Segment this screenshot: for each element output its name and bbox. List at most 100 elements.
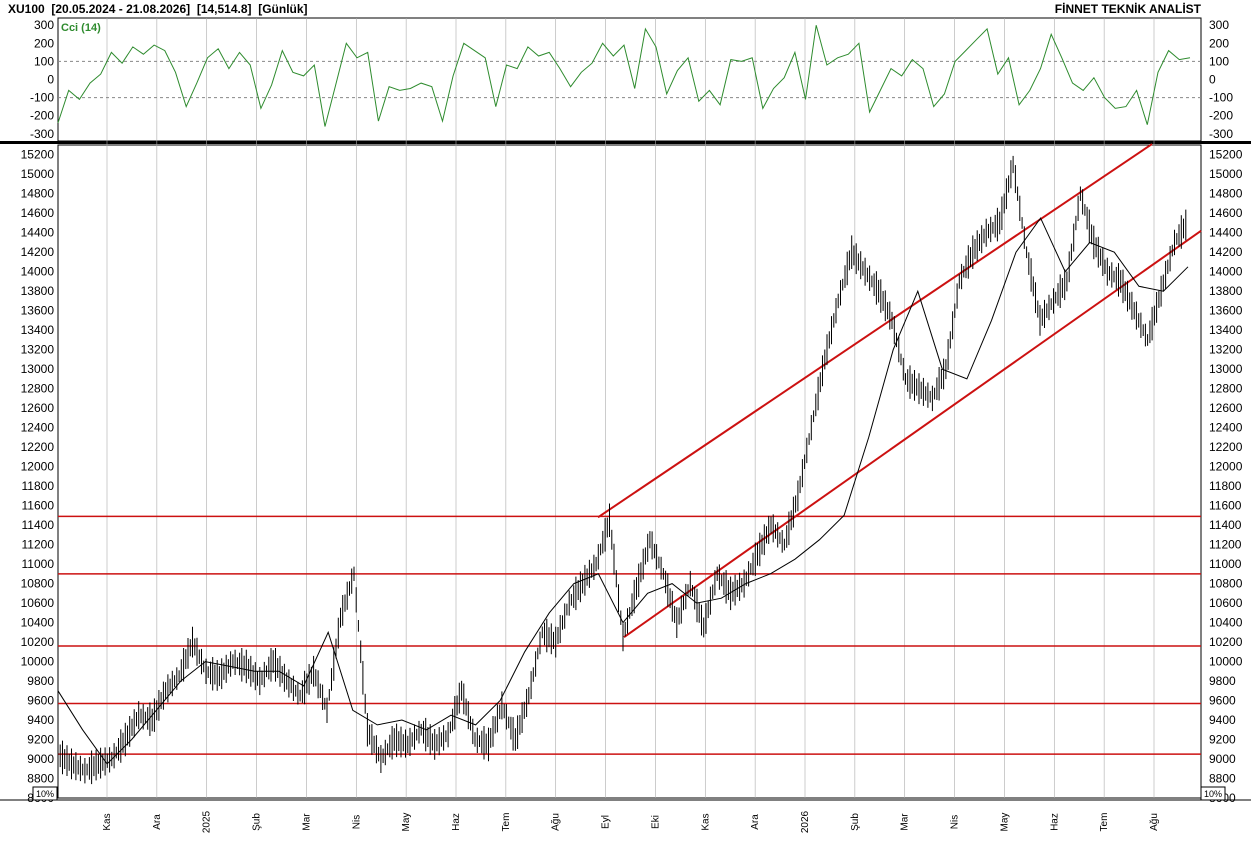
price-tick-right: 14200 <box>1209 245 1243 259</box>
scale-box-left-label: 10% <box>36 789 54 799</box>
scale-box-right-label: 10% <box>1204 789 1222 799</box>
cci-tick-right: 300 <box>1209 18 1229 32</box>
cci-tick-right: 100 <box>1209 54 1229 68</box>
price-tick-left: 13400 <box>21 323 55 337</box>
x-tick-label: Şub <box>850 813 861 831</box>
price-tick-left: 15000 <box>21 167 55 181</box>
cci-panel-frame <box>57 17 1202 142</box>
header-left: XU100 [20.05.2024 - 21.08.2026] [14,514.… <box>8 2 308 16</box>
cci-reference-lines <box>58 60 1201 99</box>
price-tick-right: 10400 <box>1209 616 1243 630</box>
price-tick-left: 13800 <box>21 284 55 298</box>
price-tick-left: 11600 <box>22 499 55 513</box>
period-label: [Günlük] <box>258 2 308 16</box>
price-tick-left: 12200 <box>21 440 55 454</box>
x-tick-label: Ağu <box>551 813 562 831</box>
price-tick-left: 9400 <box>27 713 54 727</box>
x-tick-label: Şub <box>252 813 263 831</box>
price-tick-right: 15000 <box>1209 167 1243 181</box>
price-tick-right: 13400 <box>1209 323 1243 337</box>
price-tick-left: 14600 <box>21 206 55 220</box>
x-axis-ticks: Kas Ara 2025 Şub Mar Nis May Haz Tem Ağu Eyl Eki Kas… <box>102 810 1160 833</box>
cci-tick-right: 200 <box>1209 36 1229 50</box>
chart-frame <box>0 17 1251 801</box>
price-tick-left: 13600 <box>21 304 55 318</box>
price-tick-right: 9000 <box>1209 752 1236 766</box>
cci-tick-left: 0 <box>47 73 54 87</box>
trend-channel <box>597 143 1202 639</box>
price-tick-left: 11800 <box>22 479 55 493</box>
cci-tick-left: -100 <box>30 91 54 105</box>
price-tick-right: 10200 <box>1209 635 1243 649</box>
price-tick-right: 10000 <box>1209 655 1243 669</box>
price-tick-right: 11000 <box>1209 557 1242 571</box>
cci-tick-right: -100 <box>1209 91 1233 105</box>
price-tick-right: 12000 <box>1209 460 1243 474</box>
price-tick-right: 10800 <box>1209 577 1243 591</box>
moving-average <box>57 217 1189 765</box>
price-tick-right: 11400 <box>1209 518 1242 532</box>
x-tick-label: Mar <box>301 813 312 831</box>
price-tick-right: 9400 <box>1209 713 1236 727</box>
price-tick-right: 8800 <box>1209 772 1236 786</box>
price-tick-left: 14000 <box>21 265 55 279</box>
price-tick-right: 9600 <box>1209 694 1236 708</box>
price-tick-left: 9000 <box>27 752 54 766</box>
price-tick-right: 15200 <box>1209 148 1243 162</box>
price-tick-left: 8800 <box>27 772 54 786</box>
price-tick-right: 11600 <box>1209 499 1242 513</box>
price-tick-right: 12600 <box>1209 401 1243 415</box>
x-tick-label: Eyl <box>601 815 612 829</box>
price-panel-frame <box>57 144 1202 799</box>
price-tick-left: 10200 <box>21 635 55 649</box>
price-tick-right: 14800 <box>1209 187 1243 201</box>
price-tick-left: 15200 <box>21 148 55 162</box>
symbol-label: XU100 <box>8 2 45 16</box>
cci-tick-left: 200 <box>34 36 54 50</box>
x-tick-label: Mar <box>900 813 911 831</box>
cci-series <box>57 25 1191 127</box>
x-tick-label: Ara <box>152 814 163 830</box>
channel-line <box>597 143 1153 519</box>
price-tick-right: 14600 <box>1209 206 1243 220</box>
date-range-label: [20.05.2024 - 21.08.2026] <box>51 2 191 16</box>
price-bars <box>57 155 1187 785</box>
price-tick-left: 10600 <box>21 596 55 610</box>
price-tick-right: 13800 <box>1209 284 1243 298</box>
price-tick-left: 12800 <box>21 382 55 396</box>
price-tick-right: 13600 <box>1209 304 1243 318</box>
price-tick-right: 12200 <box>1209 440 1243 454</box>
cci-tick-left: 300 <box>34 18 54 32</box>
x-tick-label: 2025 <box>202 810 213 833</box>
price-tick-left: 9200 <box>27 733 54 747</box>
price-tick-right: 14400 <box>1209 226 1243 240</box>
scale-box-right <box>1200 786 1226 801</box>
price-tick-left: 9800 <box>27 674 54 688</box>
price-tick-left: 13000 <box>21 362 55 376</box>
horizontal-levels <box>58 515 1201 755</box>
cci-tick-right: 0 <box>1209 73 1216 87</box>
x-tick-label: Nis <box>351 815 362 829</box>
moving-average-line <box>57 217 1189 765</box>
price-tick-right: 9800 <box>1209 674 1236 688</box>
price-tick-right: 12800 <box>1209 382 1243 396</box>
price-tick-left: 13200 <box>21 343 55 357</box>
price-tick-right: 11200 <box>1209 538 1242 552</box>
price-tick-left: 14800 <box>21 187 55 201</box>
x-tick-label: Ara <box>750 814 761 830</box>
price-tick-left: 11200 <box>22 538 55 552</box>
chart-labels: Cci (14) 10% 10% <box>32 22 1226 801</box>
cci-tick-left: 100 <box>34 54 54 68</box>
x-tick-label: Haz <box>1049 813 1060 831</box>
last-value-label: [14,514.8] <box>196 2 252 16</box>
price-tick-left: 10400 <box>21 616 55 630</box>
x-tick-label: Nis <box>950 815 961 829</box>
x-tick-label: Haz <box>451 813 462 831</box>
price-tick-left: 9600 <box>27 694 54 708</box>
grid-lines <box>106 18 1155 798</box>
x-tick-label: 2026 <box>800 810 811 833</box>
x-tick-label: May <box>401 813 412 832</box>
